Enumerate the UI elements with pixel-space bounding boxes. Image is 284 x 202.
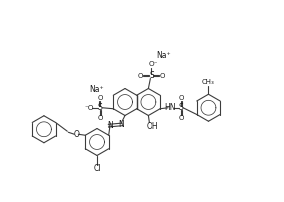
Text: O: O: [138, 73, 143, 79]
Text: Na⁺: Na⁺: [89, 85, 104, 94]
Text: Cl: Cl: [93, 164, 101, 173]
Text: ⁻O: ⁻O: [85, 105, 94, 111]
Text: O: O: [98, 95, 103, 101]
Text: O: O: [178, 115, 184, 121]
Text: S: S: [149, 71, 154, 80]
Text: O: O: [178, 95, 184, 101]
Text: O: O: [160, 73, 165, 79]
Text: CH₃: CH₃: [202, 79, 215, 85]
Text: O⁻: O⁻: [149, 61, 158, 66]
Text: Na⁺: Na⁺: [156, 51, 171, 60]
Text: N: N: [107, 121, 113, 130]
Text: N: N: [118, 120, 124, 129]
Text: S: S: [98, 103, 103, 112]
Text: O: O: [73, 130, 79, 139]
Text: HN: HN: [164, 103, 176, 112]
Text: OH: OH: [147, 122, 158, 131]
Text: S: S: [179, 103, 183, 112]
Text: O: O: [98, 115, 103, 121]
